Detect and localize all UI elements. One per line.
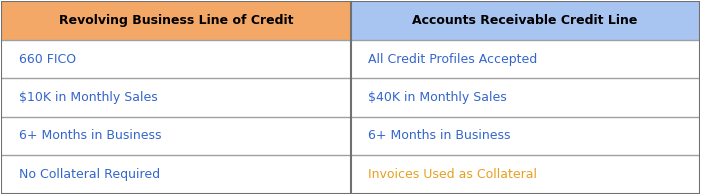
Bar [1,40,350,78]
Text: Invoices Used as Collateral: Invoices Used as Collateral [368,168,537,181]
Bar [350,1,700,40]
Bar [1,78,350,117]
Bar [350,117,700,155]
Bar [350,155,700,194]
Text: No Collateral Required: No Collateral Required [19,168,160,181]
Bar [1,155,350,194]
Text: All Credit Profiles Accepted: All Credit Profiles Accepted [368,53,537,66]
Text: 6+ Months in Business: 6+ Months in Business [19,129,161,142]
Bar [350,78,700,117]
Bar [350,40,700,78]
Bar [1,1,350,40]
Text: Revolving Business Line of Credit: Revolving Business Line of Credit [59,14,293,27]
Text: 6+ Months in Business: 6+ Months in Business [368,129,510,142]
Text: $40K in Monthly Sales: $40K in Monthly Sales [368,91,507,104]
Bar [1,117,350,155]
Text: 660 FICO: 660 FICO [19,53,76,66]
Text: Accounts Receivable Credit Line: Accounts Receivable Credit Line [412,14,638,27]
Text: $10K in Monthly Sales: $10K in Monthly Sales [19,91,158,104]
